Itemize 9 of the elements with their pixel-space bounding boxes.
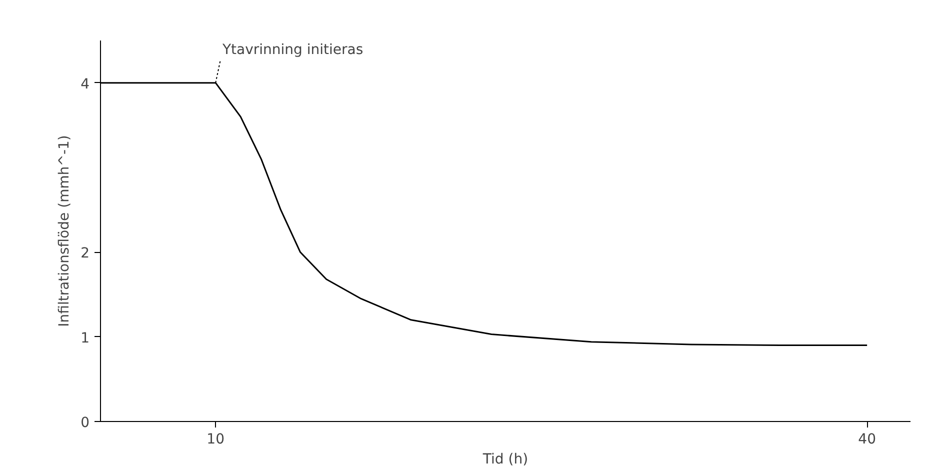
y-axis-title: Infiltrationsflöde (mmh^-1) [56, 135, 73, 327]
x-axis-title: Tid (h) [482, 452, 528, 468]
y-tick-label: 1 [80, 330, 90, 346]
y-tick-label: 2 [80, 246, 90, 262]
x-tick-label: 40 [858, 432, 876, 448]
annotation: Ytavrinning initieras [221, 42, 364, 58]
y-tick-label: 4 [80, 76, 90, 92]
x-tick-label: 10 [206, 432, 225, 448]
y-tick-label: 0 [80, 415, 90, 431]
